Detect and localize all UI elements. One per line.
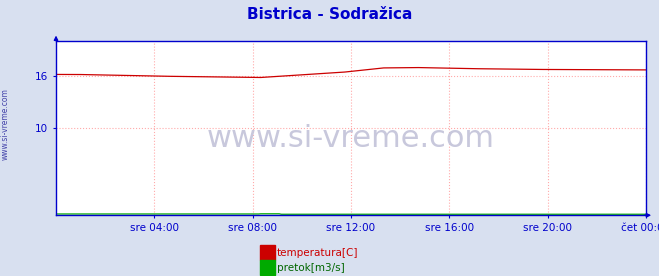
Text: Bistrica - Sodražica: Bistrica - Sodražica [247, 7, 412, 22]
Text: temperatura[C]: temperatura[C] [277, 248, 358, 258]
Text: pretok[m3/s]: pretok[m3/s] [277, 263, 345, 273]
Text: www.si-vreme.com: www.si-vreme.com [207, 124, 495, 153]
Text: www.si-vreme.com: www.si-vreme.com [1, 88, 10, 160]
